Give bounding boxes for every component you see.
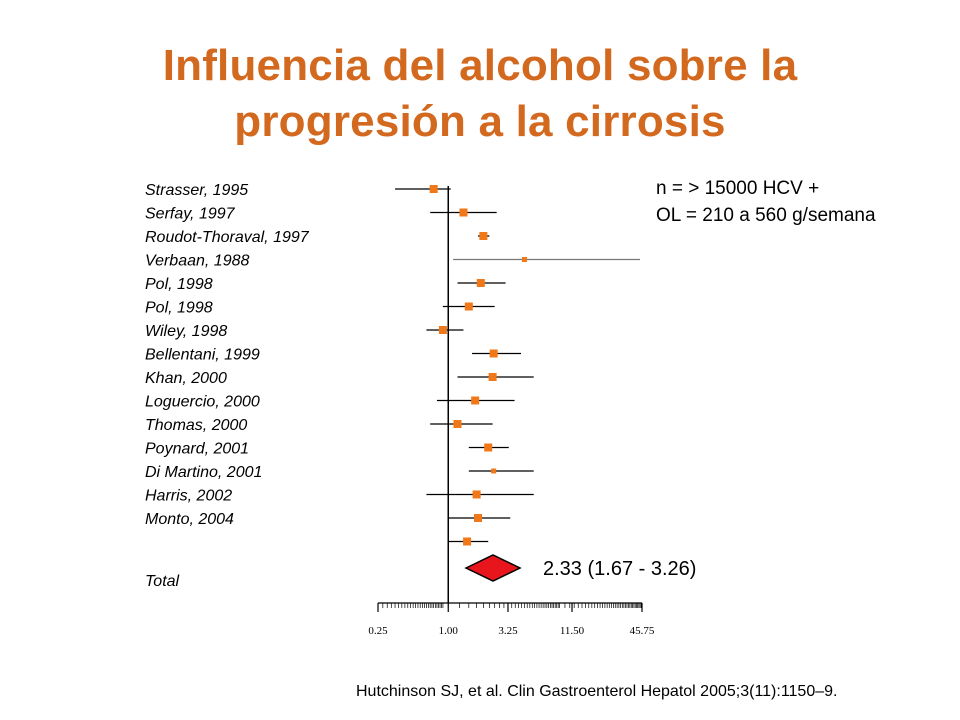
study-label: Pol, 1998 bbox=[145, 276, 213, 293]
study-estimate-marker bbox=[438, 326, 447, 334]
x-axis-tick-label: 45.75 bbox=[630, 625, 655, 637]
study-label: Bellentani, 1999 bbox=[145, 347, 260, 364]
x-axis-tick-label: 3.25 bbox=[498, 625, 518, 637]
study-label: Thomas, 2000 bbox=[145, 417, 247, 434]
study-label: Roudot-Thoraval, 1997 bbox=[145, 229, 310, 246]
total-label: Total bbox=[145, 573, 180, 590]
study-estimate-marker bbox=[484, 443, 493, 452]
study-estimate-marker bbox=[453, 420, 462, 428]
study-label: Strasser, 1995 bbox=[145, 182, 248, 199]
pooled-estimate-diamond bbox=[464, 554, 522, 582]
study-estimate-marker bbox=[459, 208, 468, 217]
study-estimate-marker bbox=[521, 257, 527, 262]
study-label: Khan, 2000 bbox=[145, 370, 227, 387]
study-label: Loguercio, 2000 bbox=[145, 394, 260, 411]
note-line-1: n = > 15000 HCV + bbox=[656, 178, 820, 199]
title-line-1: Influencia del alcohol sobre la bbox=[162, 41, 798, 90]
study-estimate-marker bbox=[474, 514, 483, 522]
x-axis-tick-label: 11.50 bbox=[560, 625, 585, 637]
slide-title: Influencia del alcohol sobre la progresi… bbox=[0, 38, 960, 150]
study-label: Monto, 2004 bbox=[145, 511, 234, 528]
study-estimate-marker bbox=[463, 537, 472, 546]
note-line-2: OL = 210 a 560 g/semana bbox=[656, 205, 876, 226]
study-label: Verbaan, 1988 bbox=[145, 253, 249, 270]
study-estimate-marker bbox=[472, 490, 481, 499]
study-estimate-marker bbox=[491, 468, 497, 474]
pooled-estimate-value: 2.33 (1.67 - 3.26) bbox=[543, 558, 696, 580]
study-label: Poynard, 2001 bbox=[145, 441, 249, 458]
study-estimate-marker bbox=[479, 232, 488, 240]
x-axis-tick-label: 1.00 bbox=[439, 625, 459, 637]
study-label: Harris, 2002 bbox=[145, 488, 232, 505]
sample-note: n = > 15000 HCV + OL = 210 a 560 g/seman… bbox=[656, 175, 876, 229]
study-label: Wiley, 1998 bbox=[145, 323, 227, 340]
study-label: Serfay, 1997 bbox=[145, 206, 236, 223]
study-label: Di Martino, 2001 bbox=[145, 464, 262, 481]
study-estimate-marker bbox=[476, 279, 485, 287]
study-estimate-marker bbox=[471, 396, 480, 405]
study-estimate-marker bbox=[429, 185, 438, 193]
study-estimate-marker bbox=[488, 373, 497, 381]
study-label: Pol, 1998 bbox=[145, 300, 213, 317]
study-estimate-marker bbox=[464, 302, 473, 311]
x-axis-tick-label: 0.25 bbox=[368, 625, 388, 637]
title-line-2: progresión a la cirrosis bbox=[234, 97, 726, 146]
citation: Hutchinson SJ, et al. Clin Gastroenterol… bbox=[356, 683, 838, 700]
study-estimate-marker bbox=[489, 349, 498, 358]
